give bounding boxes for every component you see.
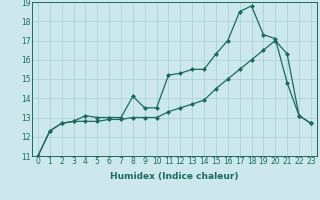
X-axis label: Humidex (Indice chaleur): Humidex (Indice chaleur)	[110, 172, 239, 181]
